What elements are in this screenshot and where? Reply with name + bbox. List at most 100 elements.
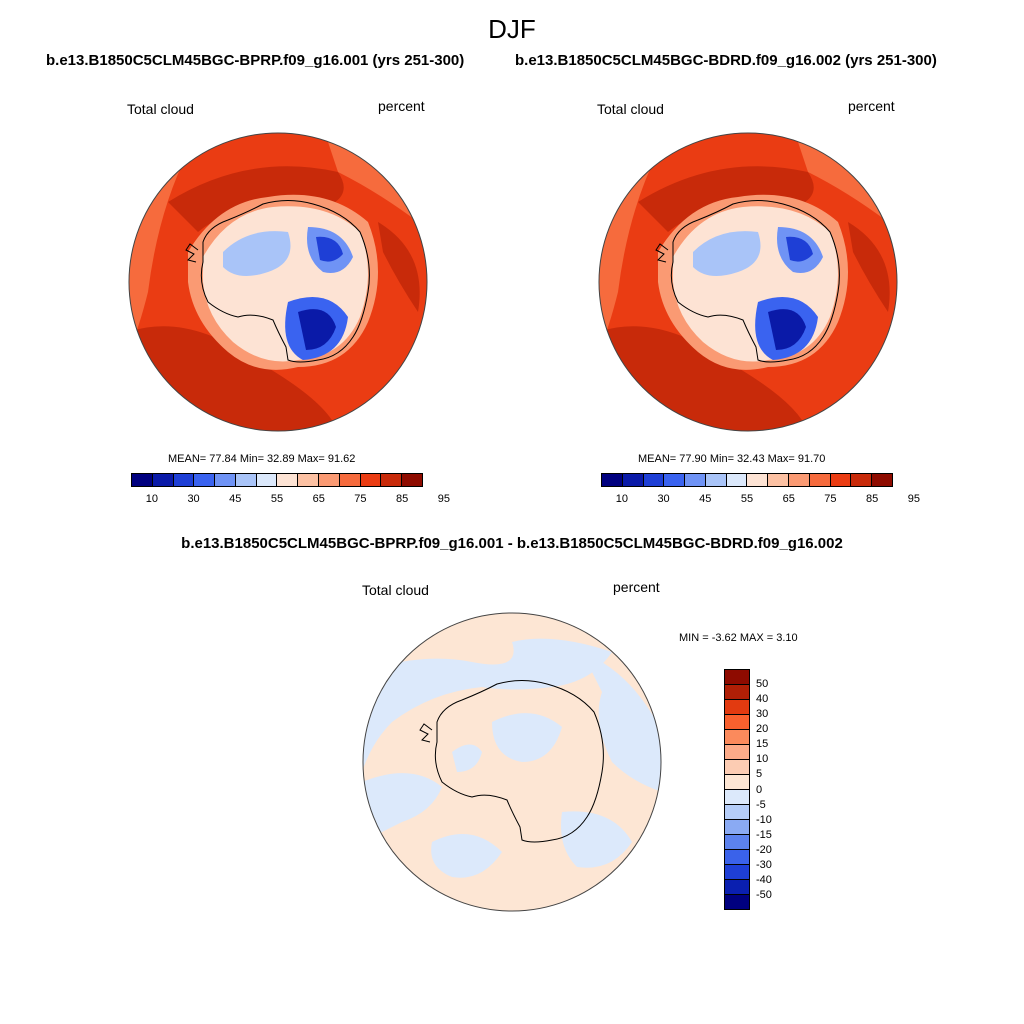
difference-colorbar-tick-label: -50 (756, 888, 772, 901)
left-colorbar-box (277, 474, 299, 486)
left-colorbar-box (152, 474, 174, 486)
difference-colorbar-box (725, 700, 749, 715)
left-colorbar-box (256, 474, 278, 486)
diff-units-label: percent (613, 579, 660, 595)
right-colorbar-box (602, 474, 623, 486)
difference-colorbar-box (725, 820, 749, 835)
right-colorbar-ticks: 10 30 45 55 65 75 85 95 (601, 493, 920, 507)
negative-difference-area (492, 713, 562, 762)
difference-polar-map (362, 612, 662, 912)
left-colorbar-tick-label: 55 (270, 493, 284, 505)
right-colorbar-box (809, 474, 831, 486)
peninsula-coastline (419, 723, 433, 743)
left-colorbar-ticks: 10 30 45 55 65 75 85 95 (131, 493, 450, 507)
negative-difference-area (363, 773, 442, 842)
difference-colorbar-tick-label: -40 (756, 873, 772, 886)
left-polar-map (128, 132, 428, 432)
left-colorbar-box (319, 474, 340, 486)
difference-colorbar-box (725, 790, 749, 805)
left-colorbar-tick-label: 75 (354, 493, 367, 505)
peninsula-coastline (655, 243, 669, 263)
difference-colorbar-box (725, 730, 749, 745)
difference-colorbar (724, 669, 750, 910)
difference-colorbar-box (725, 670, 749, 685)
right-colorbar-box (768, 474, 790, 486)
left-colorbar-box (402, 474, 422, 486)
difference-colorbar-box (725, 715, 749, 730)
left-colorbar-box (132, 474, 153, 486)
right-colorbar-box (789, 474, 810, 486)
peninsula-coastline (185, 243, 199, 263)
difference-colorbar-box (725, 895, 749, 909)
cloud-band-ne (328, 142, 418, 222)
right-colorbar-tick-label: 30 (657, 493, 670, 505)
right-colorbar-tick-label: 95 (907, 493, 920, 505)
right-units-label: percent (848, 98, 895, 114)
left-variable-label: Total cloud (127, 101, 194, 117)
diff-stats: MIN = -3.62 MAX = 3.10 (679, 632, 798, 644)
left-colorbar-box (194, 474, 216, 486)
left-units-label: percent (378, 98, 425, 114)
difference-colorbar-tick-label: 20 (756, 723, 769, 736)
west-low-cloud-area (693, 231, 761, 276)
difference-colorbar-box (725, 775, 749, 790)
difference-colorbar-box (725, 835, 749, 850)
left-stats: MEAN= 77.84 Min= 32.89 Max= 91.62 (168, 453, 356, 465)
left-colorbar-tick-label: 65 (312, 493, 325, 505)
difference-colorbar-tick-label: 50 (756, 678, 769, 691)
left-colorbar-tick-label: 95 (437, 493, 450, 505)
right-colorbar-tick-label: 55 (740, 493, 754, 505)
map-boundary (128, 132, 428, 432)
right-colorbar-box (830, 474, 852, 486)
negative-difference-area (561, 811, 632, 868)
antarctica-coastline (200, 200, 370, 363)
right-colorbar (601, 473, 893, 487)
difference-colorbar-box (725, 850, 749, 865)
right-colorbar-box (685, 474, 706, 486)
south-minimum-area (768, 309, 806, 350)
difference-colorbar-box (725, 685, 749, 700)
right-colorbar-tick-label: 75 (824, 493, 837, 505)
difference-colorbar-box (725, 880, 749, 895)
left-colorbar-tick-label: 30 (187, 493, 200, 505)
right-colorbar-box (643, 474, 665, 486)
right-colorbar-tick-label: 10 (615, 493, 628, 505)
right-colorbar-box (747, 474, 769, 486)
figure-season-title: DJF (488, 14, 536, 44)
difference-colorbar-tick-label: -15 (756, 828, 772, 841)
diff-variable-label: Total cloud (362, 582, 429, 598)
case-title-right: b.e13.B1850C5CLM45BGC-BDRD.f09_g16.002 (… (515, 52, 937, 69)
left-colorbar-box (173, 474, 195, 486)
antarctica-coastline (670, 200, 840, 363)
right-colorbar-box (872, 474, 892, 486)
map-boundary (598, 132, 898, 432)
right-colorbar-box (664, 474, 686, 486)
negative-difference-area (452, 744, 482, 772)
right-colorbar-box (622, 474, 644, 486)
difference-title: b.e13.B1850C5CLM45BGC-BPRP.f09_g16.001 -… (181, 535, 843, 552)
left-colorbar-box (298, 474, 320, 486)
right-colorbar-tick-label: 85 (866, 493, 879, 505)
left-colorbar-box (215, 474, 236, 486)
case-title-left: b.e13.B1850C5CLM45BGC-BPRP.f09_g16.001 (… (46, 52, 465, 69)
difference-colorbar-tick-label: 30 (756, 708, 769, 721)
left-colorbar-box (381, 474, 403, 486)
right-variable-label: Total cloud (597, 101, 664, 117)
map-boundary (362, 612, 662, 912)
difference-colorbar-tick-label: 5 (756, 768, 763, 781)
difference-colorbar-box (725, 865, 749, 880)
difference-colorbar-tick-label: -5 (756, 798, 766, 811)
negative-difference-area (582, 652, 661, 792)
right-polar-map (598, 132, 898, 432)
south-minimum-area (298, 309, 336, 350)
difference-colorbar-tick-label: 0 (756, 783, 763, 796)
difference-colorbar-tick-label: -30 (756, 858, 772, 871)
left-colorbar (131, 473, 423, 487)
left-colorbar-box (235, 474, 257, 486)
difference-colorbar-box (725, 745, 749, 760)
east-minimum-area (316, 236, 343, 262)
right-colorbar-tick-label: 65 (782, 493, 795, 505)
east-minimum-area (786, 236, 813, 262)
difference-colorbar-tick-label: 40 (756, 693, 769, 706)
antarctica-coastline (434, 680, 604, 843)
